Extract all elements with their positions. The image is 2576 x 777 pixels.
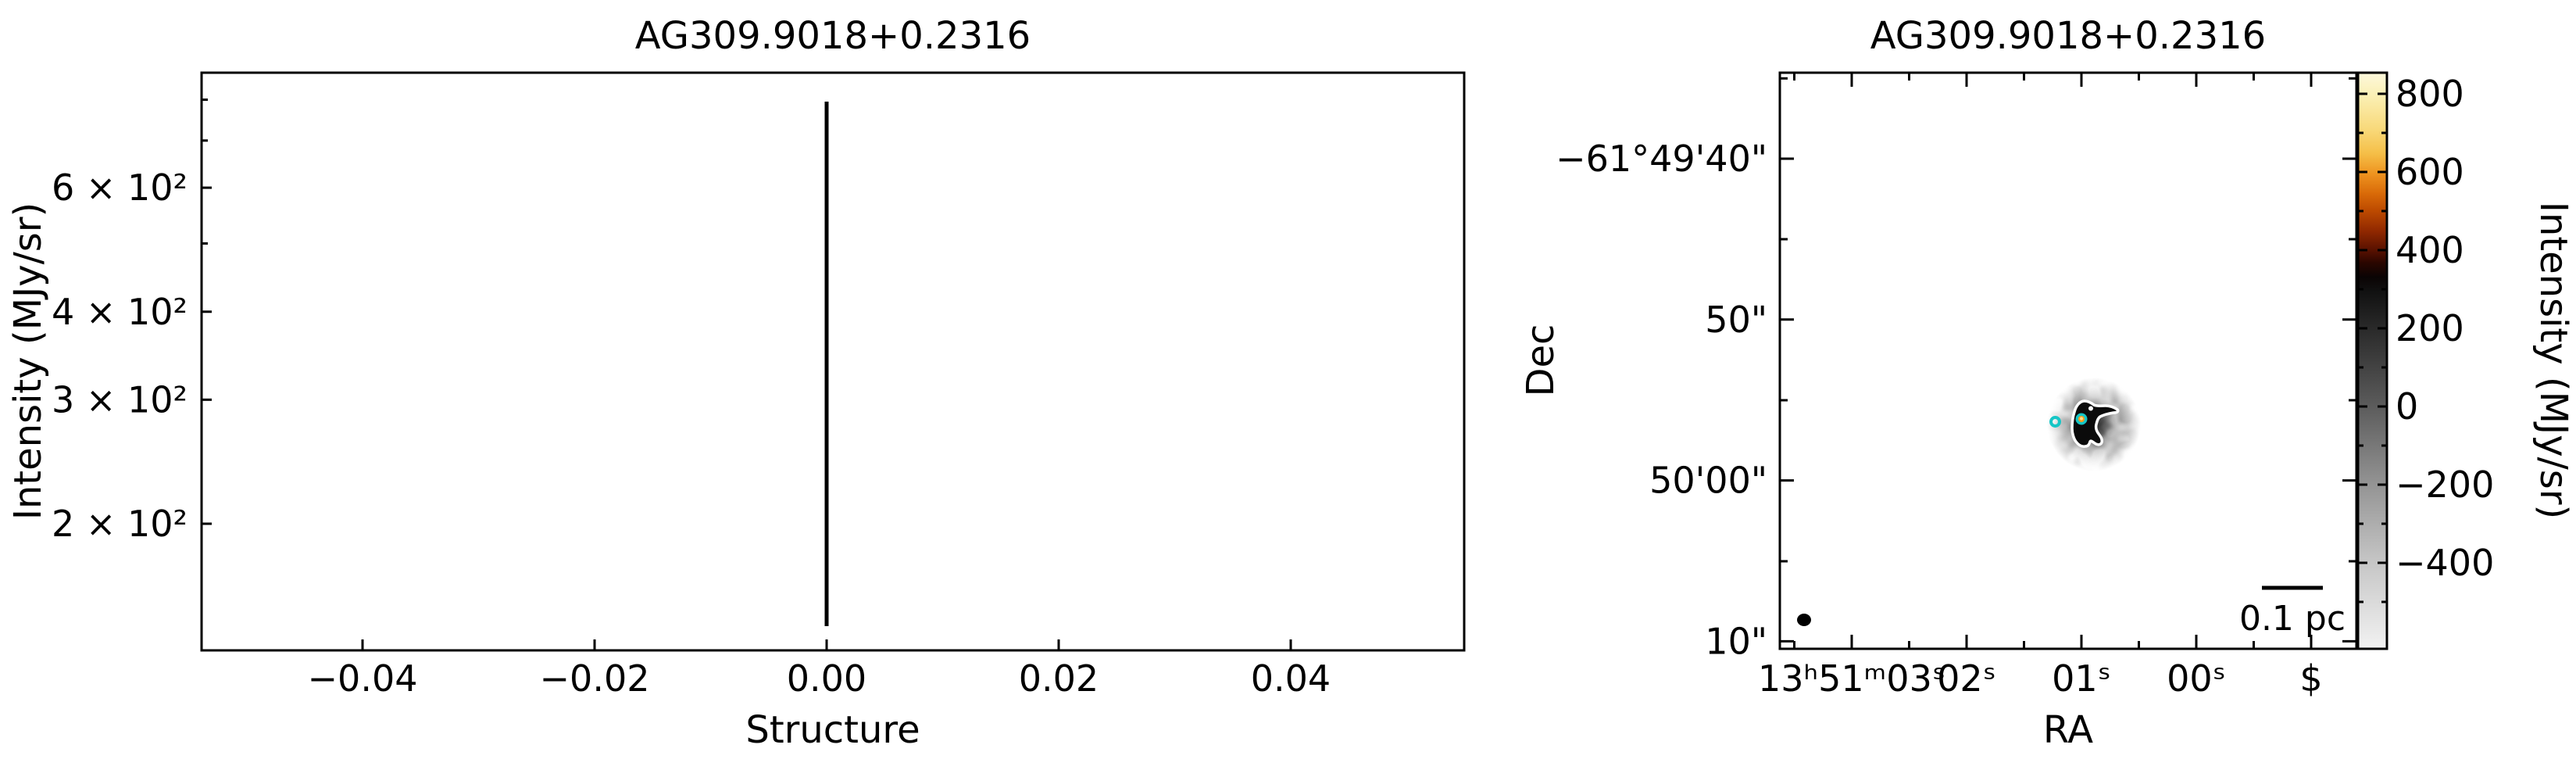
y-tick-label: 2 × 10² [52,503,188,545]
cb-tick-label: −400 [2396,542,2494,584]
ra-tick-label: 00ˢ [2167,657,2226,700]
core-peak-center [2080,417,2083,421]
y-tick-label: 4 × 10² [52,291,188,333]
left-yaxis-label: Intensity (MJy/sr) [6,202,50,521]
beam-ellipse [1797,614,1811,626]
right-plot-frame [1780,73,2356,649]
cb-tick-label: 200 [2396,307,2464,349]
scalebar: 0.1 pc [2239,588,2346,639]
right-panel: AG309.9018+0.2316 0.1 pc 13ʰ51ᵐ03 [1519,14,2575,752]
source-markers [2051,415,2086,427]
ra-tick-label: 02ˢ [1937,657,1996,700]
x-tick-label: 0.00 [787,657,866,700]
right-xaxis-label: RA [2043,708,2093,752]
scalebar-label: 0.1 pc [2239,599,2346,639]
cb-tick-label: −200 [2396,464,2494,506]
ra-tick-label: 13ʰ51ᵐ03ˢ [1758,657,1945,700]
two-panel-figure: AG309.9018+0.2316 −0.04 −0.02 0.00 0.02 0.04… [0,0,2576,777]
contour-island-dot [2088,406,2093,411]
neighbor-source-marker [2051,417,2060,426]
colorbar-label: Intensity (MJy/sr) [2531,202,2575,520]
x-tick-label: 0.04 [1251,657,1331,700]
cb-tick-label: 0 [2396,385,2418,428]
left-xaxis-label: Structure [745,708,920,752]
cb-tick-label: 800 [2396,73,2464,115]
left-plot-frame [202,73,1464,650]
right-panel-ticks: 13ʰ51ᵐ03ˢ02ˢ 01ˢ 00ˢ $ −61°49'40" 50" 50'00" 10… [1556,73,2356,700]
left-panel-title: AG309.9018+0.2316 [635,14,1031,58]
y-tick-label: 3 × 10² [52,378,188,421]
ra-tick-label: 01ˢ [2052,657,2111,700]
dec-tick-label: 50'00" [1649,460,1767,502]
cb-tick-label: 400 [2396,229,2464,271]
x-tick-label: −0.04 [308,657,418,700]
right-panel-title: AG309.9018+0.2316 [1870,14,2266,58]
figure-page: AG309.9018+0.2316 −0.04 −0.02 0.00 0.02 0.04… [0,0,2576,777]
x-tick-label: 0.02 [1019,657,1099,700]
cb-tick-label: 600 [2396,151,2464,193]
dec-tick-label: −61°49'40" [1556,138,1767,180]
left-panel: AG309.9018+0.2316 −0.04 −0.02 0.00 0.02 0.04… [6,14,1464,752]
right-yaxis-label: Dec [1519,324,1563,397]
dec-tick-label: 10" [1705,620,1767,662]
ra-tick-label: $ [2299,657,2322,700]
x-tick-label: −0.02 [540,657,650,700]
colorbar: 800 600 400 200 0 −200 −400 Intensity (MJy/sr) [2358,73,2575,649]
y-tick-label: 6 × 10² [52,166,188,209]
left-panel-ticks: −0.04 −0.02 0.00 0.02 0.04 2 × 10² 3 × 10² 4 × … [52,100,1331,700]
dec-tick-label: 50" [1705,299,1767,341]
